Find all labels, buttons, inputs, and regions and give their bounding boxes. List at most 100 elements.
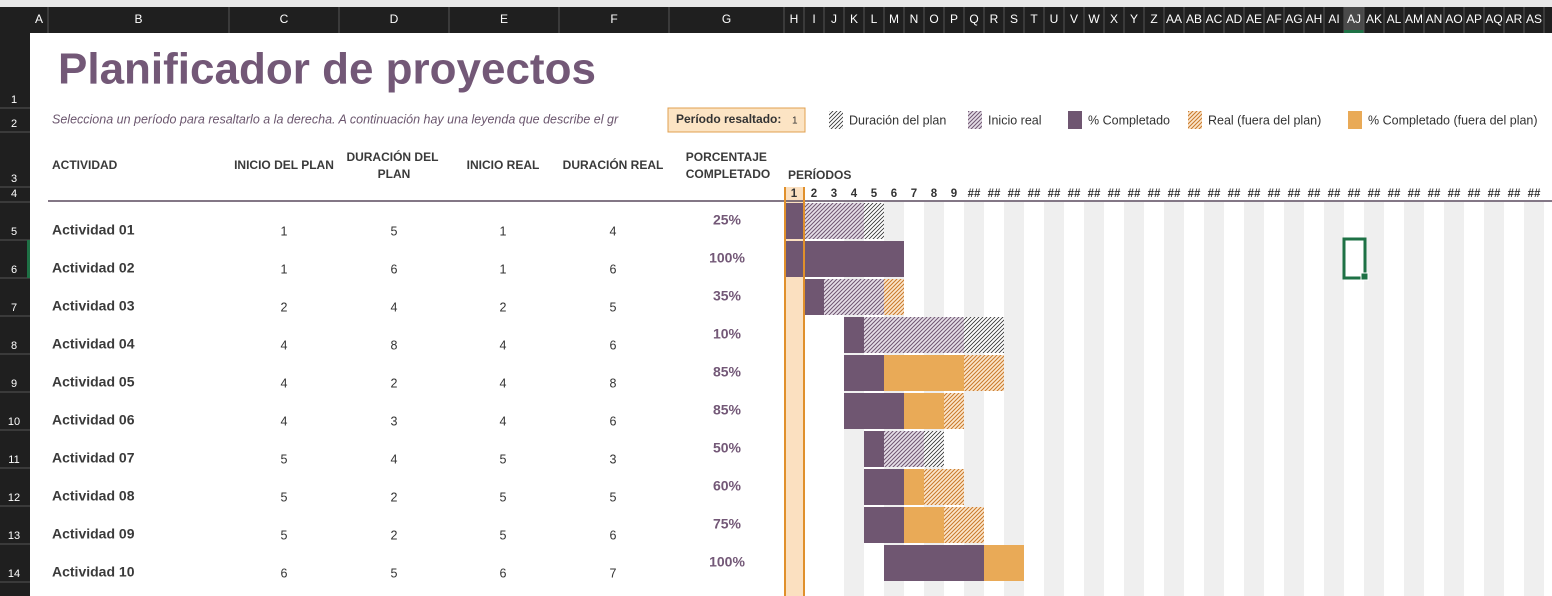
column-header[interactable]: AP — [1466, 12, 1482, 26]
row-header[interactable]: 3 — [11, 173, 17, 185]
row-header[interactable]: 8 — [11, 340, 17, 352]
column-header[interactable]: AA — [1166, 12, 1182, 26]
column-header[interactable]: U — [1050, 12, 1059, 26]
period-label: ## — [1468, 188, 1481, 200]
row-header[interactable]: 12 — [8, 492, 20, 504]
selected-cell[interactable] — [1342, 237, 1367, 280]
row-header[interactable]: 6 — [11, 264, 17, 276]
column-header[interactable]: D — [390, 12, 399, 26]
legend-swatch — [1068, 111, 1082, 129]
column-header[interactable]: AH — [1306, 12, 1323, 26]
column-header[interactable]: K — [850, 12, 858, 26]
column-header[interactable]: AQ — [1485, 12, 1502, 26]
period-stripe — [1524, 202, 1544, 596]
period-stripe — [1404, 202, 1424, 596]
column-header[interactable]: P — [950, 12, 958, 26]
cell-value: 5 — [281, 452, 288, 466]
column-header[interactable]: AN — [1426, 12, 1443, 26]
actual-cell — [864, 317, 884, 353]
activity-name: Actividad 07 — [52, 450, 135, 466]
completed-cell — [864, 431, 884, 467]
row-header[interactable]: 14 — [8, 568, 20, 580]
column-header[interactable]: T — [1030, 12, 1038, 26]
row-header[interactable]: 7 — [11, 302, 17, 314]
column-header[interactable]: AF — [1266, 12, 1281, 26]
period-label: 3 — [831, 188, 837, 200]
row-header[interactable]: 13 — [8, 530, 20, 542]
column-header[interactable]: I — [812, 12, 815, 26]
row-header[interactable]: 9 — [11, 378, 17, 390]
highlight-box[interactable] — [667, 107, 806, 133]
column-header[interactable]: J — [831, 12, 837, 26]
column-header[interactable]: X — [1110, 12, 1118, 26]
column-header[interactable]: M — [889, 12, 899, 26]
actual-cell — [844, 279, 864, 315]
row-header-bar — [0, 33, 30, 596]
percent-complete: 85% — [713, 402, 742, 418]
column-header[interactable]: A — [35, 12, 43, 26]
completed-cell — [884, 545, 904, 581]
column-header[interactable]: AJ — [1347, 12, 1361, 26]
column-header[interactable]: AD — [1226, 12, 1243, 26]
row-header[interactable]: 11 — [8, 454, 19, 466]
legend-swatch — [1188, 111, 1202, 129]
legend-label: Inicio real — [988, 113, 1042, 127]
header-line: PORCENTAJE — [686, 150, 770, 164]
plan-cell — [924, 431, 944, 467]
column-header[interactable]: H — [790, 12, 799, 26]
row-header[interactable]: 5 — [11, 226, 17, 238]
column-header[interactable]: AE — [1246, 12, 1262, 26]
completed-cell — [784, 241, 804, 277]
period-label: ## — [1388, 188, 1401, 200]
column-header[interactable]: AL — [1387, 12, 1402, 26]
period-label: ## — [1208, 188, 1221, 200]
column-header[interactable]: E — [500, 12, 508, 26]
column-header[interactable]: AK — [1366, 12, 1382, 26]
column-header[interactable]: AR — [1506, 12, 1523, 26]
cell-value: 3 — [391, 414, 398, 428]
actual-cell — [864, 279, 884, 315]
row-header[interactable]: 1 — [11, 94, 17, 106]
column-header[interactable]: Q — [969, 12, 978, 26]
column-header[interactable]: AG — [1285, 12, 1302, 26]
column-header[interactable]: Y — [1130, 12, 1138, 26]
actual-outside-plan-cell — [944, 469, 964, 505]
column-header-bar — [0, 7, 1552, 33]
period-label: 9 — [951, 188, 957, 200]
period-stripe — [1284, 202, 1304, 596]
column-header[interactable]: AC — [1206, 12, 1223, 26]
column-header[interactable]: AB — [1186, 12, 1202, 26]
column-header[interactable]: C — [280, 12, 289, 26]
column-header[interactable]: S — [1010, 12, 1018, 26]
completed-cell — [884, 469, 904, 505]
column-header[interactable]: F — [610, 12, 617, 26]
plan-cell — [864, 203, 884, 239]
periods-title: PERÍODOS — [788, 167, 851, 182]
period-stripe — [1444, 202, 1464, 596]
period-stripe — [1044, 202, 1064, 596]
column-header[interactable]: Z — [1150, 12, 1157, 26]
column-header[interactable]: N — [910, 12, 919, 26]
legend-label: % Completado — [1088, 113, 1170, 127]
period-label: ## — [1328, 188, 1341, 200]
column-header[interactable]: R — [990, 12, 999, 26]
completed-cell — [884, 241, 904, 277]
column-header[interactable]: B — [134, 12, 142, 26]
column-header[interactable]: AI — [1328, 12, 1339, 26]
column-header[interactable]: AM — [1405, 12, 1423, 26]
header-line: DURACIÓN DEL — [346, 149, 441, 164]
column-header[interactable]: G — [722, 12, 731, 26]
row-header[interactable]: 10 — [8, 416, 20, 428]
column-header[interactable]: L — [871, 12, 878, 26]
column-header[interactable]: W — [1088, 12, 1100, 26]
column-header[interactable]: AS — [1526, 12, 1542, 26]
percent-complete: 50% — [713, 440, 742, 456]
row-header[interactable]: 2 — [11, 118, 17, 130]
column-header[interactable]: V — [1070, 12, 1078, 26]
column-header[interactable]: O — [929, 12, 938, 26]
actual-outside-plan-cell — [924, 469, 944, 505]
column-header[interactable]: AO — [1445, 12, 1462, 26]
row-header[interactable]: 4 — [11, 188, 17, 200]
highlight-value[interactable]: 1 — [792, 116, 798, 127]
period-stripe — [1484, 202, 1504, 596]
